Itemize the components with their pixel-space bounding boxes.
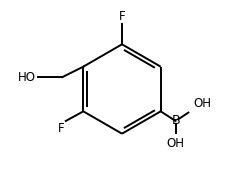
Text: F: F (58, 122, 65, 135)
Text: B: B (171, 114, 180, 127)
Text: F: F (119, 10, 125, 23)
Text: OH: OH (193, 98, 211, 111)
Text: HO: HO (18, 71, 36, 84)
Text: OH: OH (167, 137, 185, 150)
